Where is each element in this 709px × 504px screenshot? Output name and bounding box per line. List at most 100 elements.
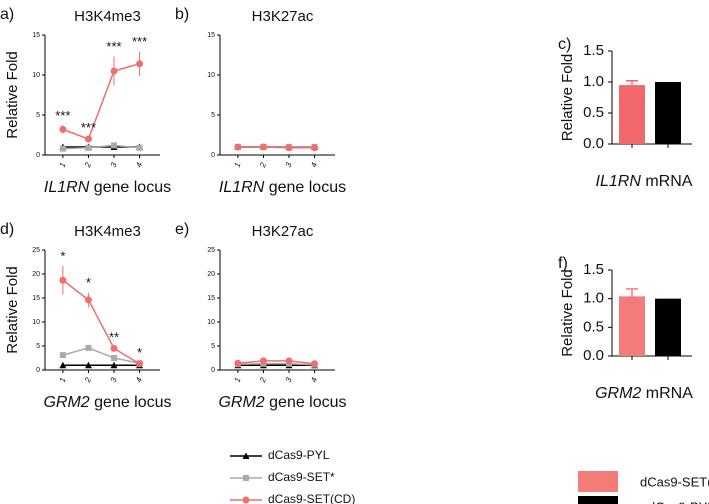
x-tick-label: 4: [134, 376, 144, 384]
y-tick-label: 0: [211, 367, 215, 374]
panel-label: e): [175, 221, 189, 238]
x-axis-label: GRM2 gene locus: [218, 394, 346, 411]
x-tick-label: 3: [109, 376, 119, 384]
y-tick-label: 0.5: [583, 104, 604, 121]
significance-label: *: [60, 248, 65, 263]
series-line: [62, 279, 140, 365]
x-tick-label: 4: [309, 161, 319, 169]
x-axis-label: GRM2 mRNA: [595, 385, 693, 402]
legend-label: dCas9-PYL: [648, 499, 709, 504]
legend-label: dCas9-SET*: [268, 470, 335, 484]
panel-label: c): [558, 36, 571, 53]
point-marker: [285, 144, 293, 152]
x-tick-label: 3: [284, 161, 294, 169]
y-tick-label: 15: [32, 295, 40, 302]
x-tick-label: 3: [284, 376, 294, 384]
point-marker: [110, 344, 118, 352]
bar: [619, 85, 645, 144]
bar: [619, 296, 645, 356]
point-marker: [59, 361, 67, 369]
point-marker: [234, 143, 242, 151]
y-tick-label: 25: [207, 247, 215, 254]
y-tick-label: 10: [32, 72, 40, 79]
significance-label: *: [137, 345, 142, 360]
y-tick-label: 10: [207, 72, 215, 79]
x-axis-label: IL1RN mRNA: [596, 173, 693, 190]
point-marker: [285, 357, 293, 365]
point-marker: [85, 144, 92, 151]
bar: [655, 82, 681, 144]
y-axis-label: Relative Fold: [4, 51, 21, 139]
y-tick-label: 0: [36, 367, 40, 374]
series-line: [237, 360, 315, 365]
y-tick-label: 20: [207, 271, 215, 278]
point-marker: [311, 360, 319, 368]
panel-label: a): [0, 6, 14, 23]
point-marker: [136, 360, 144, 368]
legend-swatch: [578, 471, 618, 492]
y-tick-label: 1.0: [583, 73, 604, 90]
y-tick-label: 20: [32, 271, 40, 278]
x-axis-label-gene: IL1RN: [44, 179, 90, 196]
significance-label: ***: [81, 120, 96, 135]
x-axis-label: GRM2 gene locus: [43, 394, 171, 411]
x-axis-label-gene: GRM2: [43, 394, 89, 411]
y-tick-label: 5: [211, 343, 215, 350]
chart-title: H3K27ac: [252, 223, 314, 240]
x-axis-label-text: gene locus: [94, 179, 171, 196]
y-tick-label: 0: [211, 152, 215, 159]
x-axis-label-gene: IL1RN: [219, 179, 265, 196]
point-marker: [85, 344, 92, 351]
legend-label: dCas9-SET(CD): [640, 474, 709, 489]
point-marker: [59, 352, 66, 359]
point-marker: [59, 145, 66, 152]
y-tick-label: 10: [32, 319, 40, 326]
y-tick-label: 5: [36, 343, 40, 350]
point-marker: [59, 125, 67, 133]
y-tick-label: 5: [211, 112, 215, 119]
point-marker: [59, 276, 67, 284]
point-marker: [111, 355, 117, 361]
series-line: [62, 63, 140, 140]
x-axis-label: IL1RN gene locus: [44, 179, 171, 196]
x-tick-label: 1: [58, 376, 68, 383]
x-tick-label: 2: [83, 376, 94, 385]
x-tick-label: 2: [258, 376, 269, 385]
y-tick-label: 1.5: [583, 42, 604, 59]
y-tick-label: 15: [32, 32, 40, 39]
y-tick-label: 10: [207, 319, 215, 326]
x-axis-label: IL1RN gene locus: [219, 179, 346, 196]
legend-label: dCas9-SET(CD): [268, 492, 355, 504]
y-axis-label: Relative Fold: [559, 54, 576, 142]
y-tick-label: 1.5: [583, 261, 604, 278]
chart-title: H3K4me3: [74, 8, 141, 25]
point-marker: [242, 452, 250, 459]
significance-label: ***: [55, 108, 70, 123]
point-marker: [259, 357, 267, 365]
significance-label: ***: [132, 34, 147, 49]
x-tick-label: 2: [83, 161, 94, 170]
y-tick-label: 25: [32, 247, 40, 254]
point-marker: [234, 359, 242, 367]
series-line: [237, 363, 315, 366]
x-tick-label: 1: [233, 376, 243, 383]
y-tick-label: 0.5: [583, 318, 604, 335]
y-tick-label: 15: [207, 32, 215, 39]
x-tick-label: 3: [109, 161, 119, 169]
significance-label: ***: [106, 39, 121, 54]
point-marker: [84, 361, 92, 369]
point-marker: [259, 143, 267, 151]
x-tick-label: 1: [233, 161, 243, 168]
y-axis-label: Relative Fold: [559, 269, 576, 357]
x-tick-label: 2: [258, 161, 269, 170]
panel-label: f): [558, 255, 568, 272]
y-tick-label: 0.0: [583, 347, 604, 364]
series-line: [62, 347, 140, 365]
panel-label: d): [0, 221, 14, 238]
legend-label: dCas9-PYL: [268, 448, 330, 462]
x-axis-label-text: gene locus: [94, 394, 171, 411]
significance-label: *: [86, 275, 91, 290]
point-marker: [242, 496, 250, 504]
x-axis-label-gene: GRM2: [218, 394, 264, 411]
